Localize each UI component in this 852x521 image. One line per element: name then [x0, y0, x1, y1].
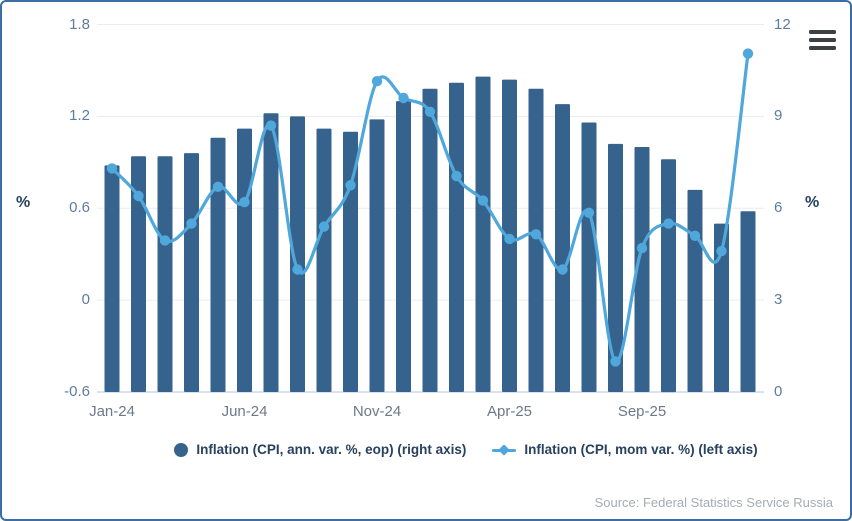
- point-Jul-24[interactable]: [265, 120, 277, 131]
- bar-May-24[interactable]: [210, 137, 226, 392]
- source-note: Source: Federal Statistics Service Russi…: [594, 495, 833, 510]
- chart-legend: Inflation (CPI, ann. var. %, eop) (right…: [42, 442, 850, 457]
- point-Nov-25[interactable]: [689, 230, 701, 241]
- left-axis-tick-1.8: 1.8: [69, 15, 90, 33]
- bar-Jun-24[interactable]: [237, 128, 252, 392]
- right-axis-tick-0: 0: [774, 383, 783, 400]
- point-Jun-24[interactable]: [239, 196, 250, 208]
- point-Aug-25[interactable]: [610, 356, 621, 367]
- bar-Dec-25[interactable]: [714, 223, 729, 392]
- bar-Aug-25[interactable]: [608, 143, 623, 392]
- point-Apr-24[interactable]: [186, 218, 197, 229]
- point-Dec-24[interactable]: [398, 92, 409, 104]
- bar-Sep-25[interactable]: [634, 147, 650, 392]
- point-Jan-24[interactable]: [106, 163, 118, 174]
- point-Jun-25[interactable]: [557, 264, 568, 275]
- legend-label-annual-inflation: Inflation (CPI, ann. var. %, eop) (right…: [196, 442, 467, 457]
- bar-Jul-25[interactable]: [581, 122, 597, 393]
- bar-Jan-26[interactable]: [740, 211, 756, 392]
- legend-item-monthly-inflation[interactable]: Inflation (CPI, mom var. %) (left axis): [492, 442, 758, 457]
- line-series-marker-icon: [492, 443, 517, 456]
- bar-Dec-24[interactable]: [396, 101, 411, 392]
- bar-Apr-24[interactable]: [184, 153, 199, 392]
- left-axis-tick-0.6: 0.6: [69, 199, 90, 217]
- point-Apr-25[interactable]: [504, 233, 515, 245]
- bar-May-25[interactable]: [528, 88, 544, 393]
- x-axis-tick-Sep-25: Sep-25: [617, 403, 667, 420]
- point-Mar-25[interactable]: [477, 195, 489, 206]
- right-axis-tick-9: 9: [774, 107, 783, 125]
- bar-series-marker-icon: [174, 442, 189, 457]
- bar-Jun-25[interactable]: [555, 104, 570, 392]
- point-May-25[interactable]: [530, 229, 542, 240]
- bar-Nov-24[interactable]: [369, 119, 385, 393]
- point-Sep-25[interactable]: [636, 242, 648, 254]
- x-axis-tick-Nov-24: Nov-24: [352, 403, 402, 420]
- x-axis-tick-Apr-25: Apr-25: [486, 403, 533, 420]
- bar-Aug-24[interactable]: [290, 116, 305, 393]
- right-axis-tick-3: 3: [774, 291, 783, 309]
- x-axis-tick-Jan-24: Jan-24: [89, 403, 135, 420]
- legend-label-monthly-inflation: Inflation (CPI, mom var. %) (left axis): [524, 442, 758, 457]
- point-Feb-24[interactable]: [133, 190, 144, 202]
- bar-Mar-24[interactable]: [157, 156, 173, 392]
- hamburger-menu-icon[interactable]: [809, 30, 836, 50]
- bar-Jan-24[interactable]: [104, 165, 120, 392]
- left-axis-unit-label: %: [16, 194, 31, 211]
- point-Nov-24[interactable]: [371, 76, 383, 87]
- point-Oct-24[interactable]: [345, 180, 356, 191]
- legend-item-annual-inflation[interactable]: Inflation (CPI, ann. var. %, eop) (right…: [174, 442, 466, 457]
- mom-inflation-line: [110, 52, 750, 364]
- point-Jan-25[interactable]: [424, 106, 436, 118]
- point-Dec-25[interactable]: [716, 245, 727, 257]
- right-axis-tick-6: 6: [774, 199, 783, 217]
- right-axis-tick-12: 12: [774, 15, 791, 33]
- left-axis-tick-1.2: 1.2: [69, 107, 90, 125]
- point-Sep-24[interactable]: [318, 221, 330, 232]
- point-Jul-25[interactable]: [583, 207, 595, 218]
- left-axis-tick--0.6: -0.6: [64, 383, 90, 400]
- point-May-24[interactable]: [212, 181, 224, 192]
- point-Jan-26[interactable]: [742, 48, 754, 59]
- bar-Oct-25[interactable]: [661, 159, 676, 393]
- point-Mar-24[interactable]: [159, 235, 171, 246]
- bar-Jul-24[interactable]: [263, 113, 279, 393]
- bar-Jan-25[interactable]: [422, 88, 438, 393]
- left-axis-tick-0: 0: [81, 291, 90, 309]
- bar-Mar-25[interactable]: [475, 76, 491, 392]
- bar-Feb-25[interactable]: [449, 82, 464, 392]
- x-axis-tick-Jun-24: Jun-24: [221, 403, 268, 420]
- point-Feb-25[interactable]: [451, 170, 462, 182]
- right-axis-unit-label: %: [805, 194, 820, 211]
- bar-Sep-24[interactable]: [316, 128, 332, 392]
- bar-Feb-24[interactable]: [131, 156, 146, 392]
- point-Aug-24[interactable]: [292, 264, 303, 275]
- point-Oct-25[interactable]: [663, 218, 674, 229]
- bar-Nov-25[interactable]: [687, 189, 703, 392]
